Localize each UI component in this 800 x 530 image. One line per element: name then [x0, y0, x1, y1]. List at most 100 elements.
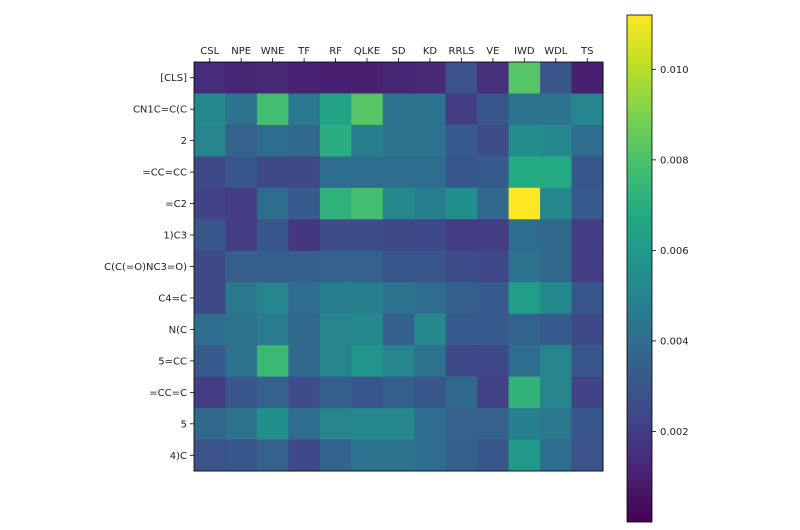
heatmap-cell	[256, 124, 289, 157]
heatmap-cell	[445, 93, 478, 126]
heatmap-cell	[382, 408, 415, 441]
heatmap-cell	[382, 62, 415, 94]
heatmap-cell	[382, 345, 415, 378]
heatmap-cell	[288, 282, 321, 315]
heatmap-cell	[414, 156, 447, 189]
heatmap-cell	[414, 408, 447, 441]
heatmap-cell	[477, 282, 510, 315]
heatmap-cell	[319, 156, 352, 189]
heatmap-cell	[256, 62, 289, 94]
heatmap-cell	[194, 313, 226, 346]
heatmap-cell	[571, 439, 604, 472]
heatmap-cell	[319, 408, 352, 441]
heatmap-cell	[319, 219, 352, 252]
y-tick-label-2: 2	[181, 136, 187, 147]
heatmap-cell	[256, 250, 289, 283]
heatmap-cell	[319, 282, 352, 315]
heatmap-cell	[194, 282, 226, 315]
heatmap-cell	[508, 156, 541, 189]
heatmap-cell	[414, 376, 447, 409]
heatmap-cell	[225, 313, 258, 346]
colorbar-tick-label: 0.004	[660, 336, 689, 347]
heatmap-cell	[351, 313, 384, 346]
heatmap-cell	[508, 93, 541, 126]
heatmap-cell	[571, 282, 604, 315]
heatmap-cell	[508, 439, 541, 472]
heatmap-cell	[540, 376, 573, 409]
heatmap-cell	[319, 187, 352, 220]
heatmap-cell	[445, 408, 478, 441]
heatmap-cell	[414, 62, 447, 94]
heatmap-cell	[319, 376, 352, 409]
heatmap-cell	[445, 439, 478, 472]
colorbar-tick-label: 0.002	[660, 427, 689, 438]
heatmap-cell	[288, 250, 321, 283]
heatmap-cell	[477, 62, 510, 94]
heatmap-cell	[288, 313, 321, 346]
heatmap-cell	[382, 219, 415, 252]
heatmap-cell	[571, 376, 604, 409]
heatmap-cell	[414, 313, 447, 346]
heatmap-cell	[256, 408, 289, 441]
heatmap-cell	[382, 282, 415, 315]
heatmap-cell	[540, 345, 573, 378]
heatmap-cell	[445, 250, 478, 283]
heatmap-cell	[351, 124, 384, 157]
heatmap-cell	[194, 93, 226, 126]
heatmap-cell	[351, 219, 384, 252]
heatmap-cell	[571, 250, 604, 283]
heatmap-cell	[571, 408, 604, 441]
heatmap-cell	[256, 313, 289, 346]
y-tick-label-cls: [CLS]	[160, 73, 187, 84]
heatmap-cell	[256, 219, 289, 252]
heatmap-cell	[351, 62, 384, 94]
heatmap-cell	[351, 376, 384, 409]
heatmap-cell	[382, 376, 415, 409]
y-tick-label-4-c: 4)C	[170, 451, 187, 462]
heatmap-cell	[194, 250, 226, 283]
heatmap-cell	[319, 124, 352, 157]
heatmap-cell	[508, 408, 541, 441]
y-tick-label-1-c3: 1)C3	[163, 231, 187, 242]
x-tick-label-iwd: IWD	[514, 46, 535, 57]
heatmap-cell	[540, 250, 573, 283]
heatmap-cell	[540, 156, 573, 189]
heatmap-cell	[382, 124, 415, 157]
heatmap-cell	[477, 439, 510, 472]
heatmap-cell	[477, 250, 510, 283]
heatmap-cell	[540, 62, 573, 94]
heatmap-cell	[225, 250, 258, 283]
x-tick-label-tf: TF	[297, 46, 310, 57]
heatmap-cell	[225, 62, 258, 94]
heatmap-cell	[194, 62, 226, 94]
heatmap-cell	[540, 439, 573, 472]
heatmap-cell	[508, 345, 541, 378]
heatmap-cell	[414, 219, 447, 252]
heatmap-cell	[540, 124, 573, 157]
heatmap-cell	[414, 250, 447, 283]
heatmap-cell	[477, 345, 510, 378]
heatmap-cell	[194, 156, 226, 189]
heatmap-cell	[194, 345, 226, 378]
x-tick-label-rrls: RRLS	[449, 46, 475, 57]
x-tick-label-sd: SD	[391, 46, 405, 57]
heatmap-cell	[225, 219, 258, 252]
heatmap-cell	[508, 62, 541, 94]
heatmap-cell	[288, 345, 321, 378]
y-tick-label-cc-c: =CC=C	[149, 388, 187, 399]
y-tick-label-5: 5	[181, 419, 187, 430]
heatmap-cell	[540, 408, 573, 441]
heatmap-cell	[540, 219, 573, 252]
heatmap-cell	[571, 124, 604, 157]
heatmap-cell	[319, 250, 352, 283]
y-tick-label-cc-cc: =CC=CC	[142, 168, 187, 179]
heatmap-cell	[288, 93, 321, 126]
colorbar-tick-label: 0.008	[660, 155, 689, 166]
heatmap-cell	[540, 187, 573, 220]
heatmap-cell	[571, 187, 604, 220]
heatmap-cell	[351, 345, 384, 378]
heatmap-cell	[508, 124, 541, 157]
heatmap-cell	[351, 187, 384, 220]
heatmap-cell	[382, 187, 415, 220]
colorbar-ticks: 0.002 0.004 0.006 0.008 0.010	[652, 65, 689, 438]
